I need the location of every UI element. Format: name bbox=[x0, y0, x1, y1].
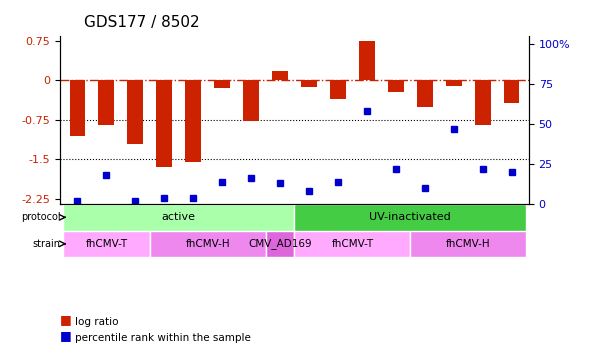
Bar bbox=[272, 71, 288, 80]
Bar bbox=[416, 80, 433, 107]
Text: percentile rank within the sample: percentile rank within the sample bbox=[75, 333, 251, 343]
Bar bbox=[243, 80, 259, 121]
Text: active: active bbox=[162, 212, 196, 222]
Text: fhCMV-H: fhCMV-H bbox=[185, 239, 230, 249]
Bar bbox=[446, 80, 462, 86]
Text: ■: ■ bbox=[60, 313, 72, 326]
Bar bbox=[99, 80, 114, 125]
Text: UV-inactivated: UV-inactivated bbox=[370, 212, 451, 222]
FancyBboxPatch shape bbox=[294, 204, 526, 231]
Bar bbox=[156, 80, 172, 167]
Bar bbox=[475, 80, 490, 125]
Bar bbox=[70, 80, 85, 136]
Text: protocol: protocol bbox=[21, 212, 61, 222]
Bar bbox=[330, 80, 346, 99]
FancyBboxPatch shape bbox=[266, 231, 294, 257]
Bar bbox=[214, 80, 230, 88]
Bar bbox=[359, 41, 375, 80]
Bar bbox=[388, 80, 404, 92]
Text: ■: ■ bbox=[60, 329, 72, 342]
Text: GDS177 / 8502: GDS177 / 8502 bbox=[84, 15, 199, 30]
Text: fhCMV-T: fhCMV-T bbox=[85, 239, 127, 249]
Text: CMV_AD169: CMV_AD169 bbox=[248, 238, 312, 249]
Bar bbox=[127, 80, 143, 144]
Text: log ratio: log ratio bbox=[75, 317, 118, 327]
FancyBboxPatch shape bbox=[294, 231, 410, 257]
FancyBboxPatch shape bbox=[63, 204, 294, 231]
FancyBboxPatch shape bbox=[63, 231, 150, 257]
FancyBboxPatch shape bbox=[150, 231, 266, 257]
Bar bbox=[301, 80, 317, 87]
Text: fhCMV-H: fhCMV-H bbox=[446, 239, 490, 249]
Text: strain: strain bbox=[32, 239, 61, 249]
Text: fhCMV-T: fhCMV-T bbox=[331, 239, 373, 249]
Bar bbox=[504, 80, 519, 102]
Bar bbox=[185, 80, 201, 162]
FancyBboxPatch shape bbox=[410, 231, 526, 257]
